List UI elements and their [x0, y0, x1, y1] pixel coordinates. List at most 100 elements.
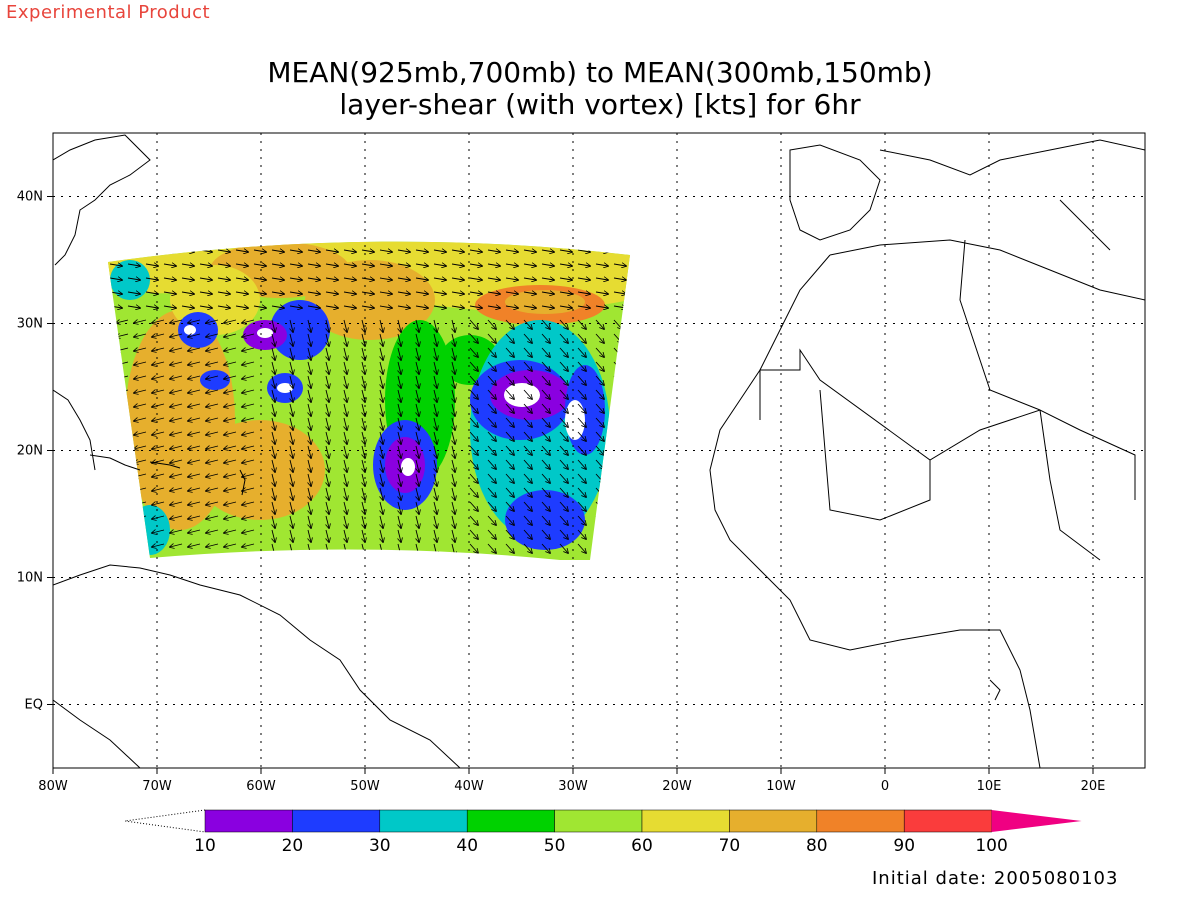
shear-vector — [152, 432, 165, 435]
shear-vector — [380, 417, 383, 430]
shear-vector — [559, 306, 572, 308]
colorbar-label: 90 — [893, 836, 915, 856]
shear-vector — [398, 375, 401, 388]
shear-vector — [170, 544, 183, 547]
shear-vector — [379, 306, 392, 308]
shear-vector — [398, 403, 401, 416]
colorbar-bin — [729, 809, 818, 833]
shear-vector — [116, 488, 129, 491]
shear-vector — [326, 515, 329, 528]
shear-vector — [163, 250, 176, 252]
shear-vector — [308, 445, 311, 458]
shear-vector — [398, 319, 401, 332]
shear-vector — [469, 389, 478, 399]
shear-vector — [452, 319, 455, 332]
shear-vector — [452, 333, 455, 346]
shear-vector — [108, 529, 111, 534]
shear-vector — [242, 362, 255, 365]
shear-vector — [380, 319, 383, 332]
shear-vector — [434, 403, 437, 416]
shear-vector — [272, 375, 275, 388]
shear-vector — [577, 347, 586, 357]
shear-vector — [487, 473, 496, 483]
shear-vector — [469, 250, 482, 252]
shear-vector — [308, 473, 311, 486]
shear-vector — [613, 278, 626, 280]
shear-vector — [242, 530, 255, 533]
shear-vector — [134, 404, 147, 407]
shear-vector — [362, 375, 365, 388]
shear-vector — [613, 459, 622, 469]
shear-vector — [152, 362, 165, 365]
shear-vector — [487, 543, 496, 553]
shear-vector — [577, 264, 590, 266]
shear-vector — [272, 445, 275, 458]
shear-vector — [523, 375, 532, 385]
shear-vector — [170, 516, 183, 519]
shear-vector — [326, 389, 329, 402]
shear-vector — [595, 515, 604, 525]
shear-vector — [344, 515, 347, 528]
shear-swath — [108, 241, 630, 560]
shear-vector — [308, 515, 311, 528]
colorbar-bin — [816, 809, 905, 833]
shear-vector — [206, 474, 219, 477]
shear-vector — [253, 264, 266, 266]
shear-vector — [595, 389, 604, 399]
shear-vector — [109, 250, 122, 252]
shear-vector — [152, 320, 165, 323]
x-tick-label: 20W — [662, 779, 692, 794]
shear-vector — [380, 431, 383, 444]
shear-vector — [487, 278, 500, 280]
shear-vector — [577, 431, 586, 441]
shear-vector — [613, 487, 622, 497]
shear-vector — [541, 431, 550, 441]
shear-vector — [224, 390, 237, 393]
shear-vector — [416, 375, 419, 388]
shear-vector — [595, 403, 604, 413]
shear-vector — [108, 445, 111, 450]
shear-vector — [452, 473, 455, 486]
shear-vector — [152, 376, 165, 379]
shear-vector — [505, 306, 518, 308]
shear-vector — [152, 446, 165, 449]
shear-vector — [242, 502, 255, 505]
shear-vector — [452, 515, 455, 528]
shear-vector — [116, 404, 129, 407]
shear-vector — [308, 459, 311, 472]
shear-vector — [206, 432, 219, 435]
colorbar-label: 10 — [194, 836, 216, 856]
colorbar-label: 80 — [806, 836, 828, 856]
shear-vector — [523, 431, 532, 441]
shear-vector — [217, 306, 230, 308]
shear-vector — [613, 431, 622, 441]
shear-vector — [541, 319, 550, 329]
shear-vector — [108, 501, 111, 506]
shear-vector — [253, 306, 266, 308]
shear-vector — [145, 250, 158, 252]
shear-vector — [505, 333, 514, 343]
shear-vector — [452, 347, 455, 360]
shear-vector — [469, 319, 478, 329]
shear-vector — [505, 431, 514, 441]
shear-vector — [505, 264, 518, 266]
shear-vector — [595, 361, 604, 371]
shear-vector — [523, 319, 532, 329]
shear-vector — [242, 544, 255, 547]
shear-vector — [108, 487, 111, 492]
shear-vector — [523, 445, 532, 455]
shear-vector — [242, 488, 255, 491]
shear-vector — [362, 319, 365, 332]
shear-vector — [170, 390, 183, 393]
shear-vector — [325, 278, 338, 280]
shear-vector — [433, 306, 446, 308]
shear-vector — [469, 278, 482, 280]
shear-vector — [398, 459, 401, 472]
shear-vector — [242, 432, 255, 435]
shear-vector — [577, 529, 586, 539]
shear-vector — [398, 417, 401, 430]
shear-vector — [613, 389, 622, 399]
shear-vector — [206, 390, 219, 393]
shear-vector — [416, 529, 419, 542]
